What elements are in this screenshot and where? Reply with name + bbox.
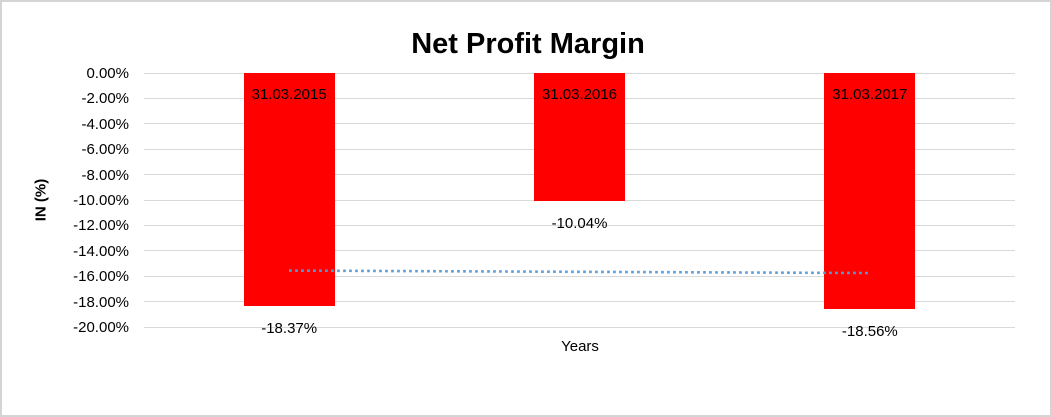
category-label: 31.03.2017 bbox=[832, 86, 908, 103]
value-label: -10.04% bbox=[551, 214, 608, 232]
y-gridline bbox=[144, 275, 1015, 277]
y-axis-tick-label: -10.00% bbox=[73, 192, 129, 209]
bar-31.03.2017 bbox=[824, 73, 916, 309]
y-gridline bbox=[144, 326, 1015, 328]
y-axis-tick-label: -4.00% bbox=[81, 115, 129, 133]
y-axis-tick-label: -2.00% bbox=[81, 90, 129, 108]
chart-title: Net Profit Margin bbox=[411, 28, 645, 60]
y-gridline bbox=[144, 250, 1015, 252]
y-gridline bbox=[144, 224, 1015, 226]
y-axis-tick-label: -8.00% bbox=[81, 166, 129, 184]
x-axis-title: Years bbox=[561, 338, 599, 355]
bar-31.03.2015 bbox=[243, 73, 335, 307]
y-axis-tick-label: 0.00% bbox=[86, 65, 129, 82]
y-gridline bbox=[144, 301, 1015, 303]
category-label: 31.03.2016 bbox=[541, 86, 618, 103]
y-axis-tick-label: -20.00% bbox=[73, 319, 129, 336]
value-label: -18.37% bbox=[261, 320, 318, 338]
bar-31.03.2016 bbox=[534, 73, 625, 201]
category-label: 31.03.2015 bbox=[251, 86, 327, 103]
y-axis-tick-label: -12.00% bbox=[73, 217, 129, 235]
value-label: -18.56% bbox=[841, 322, 898, 340]
y-axis-tick-label: -6.00% bbox=[81, 141, 129, 159]
y-axis-tick-label: -18.00% bbox=[73, 293, 129, 311]
y-axis-tick-label: -16.00% bbox=[73, 268, 129, 286]
y-axis-tick-label: -14.00% bbox=[73, 242, 129, 260]
